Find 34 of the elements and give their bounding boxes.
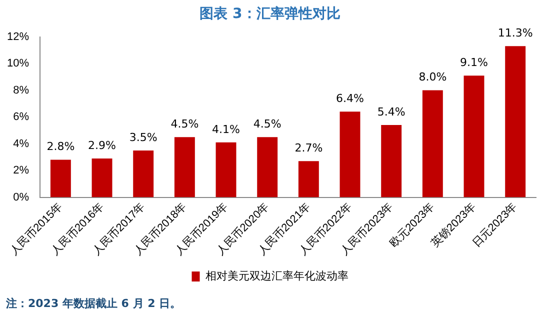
bar	[464, 76, 484, 198]
data-label: 2.9%	[88, 138, 116, 152]
bar	[216, 142, 236, 198]
bar	[505, 46, 526, 198]
data-label: 5.4%	[377, 105, 406, 118]
bar	[92, 158, 112, 198]
bar	[50, 160, 71, 198]
y-tick-label: 8%	[13, 84, 30, 96]
y-tick-label: 2%	[13, 164, 30, 177]
data-label: 2.7%	[294, 142, 323, 155]
data-label: 3.5%	[129, 130, 158, 144]
data-label: 4.1%	[212, 122, 240, 136]
data-label: 9.1%	[460, 56, 488, 69]
data-label: 2.8%	[46, 140, 75, 154]
data-label: 4.5%	[170, 117, 199, 130]
y-tick-label: 0%	[13, 191, 30, 204]
data-label: 4.5%	[253, 117, 282, 130]
bar	[422, 90, 443, 198]
bar	[381, 125, 402, 198]
y-tick-label: 10%	[6, 58, 30, 70]
data-label: 11.3%	[498, 26, 533, 40]
y-tick-label: 12%	[6, 30, 30, 43]
text: 注：2023 年数据截止 6 月 2 日。	[6, 296, 182, 311]
bar	[340, 112, 360, 198]
bar	[298, 161, 319, 198]
y-tick-label: 4%	[13, 138, 30, 150]
data-label: 6.4%	[336, 92, 364, 106]
bar	[133, 150, 154, 198]
bar	[174, 137, 195, 198]
data-label: 8.0%	[418, 70, 447, 84]
chart-title: 图表 3：汇率弹性对比	[200, 5, 340, 22]
y-tick-label: 6%	[13, 111, 30, 124]
bar	[257, 137, 278, 198]
legend-label: 相对美元双边汇率年化波动率	[205, 270, 348, 283]
